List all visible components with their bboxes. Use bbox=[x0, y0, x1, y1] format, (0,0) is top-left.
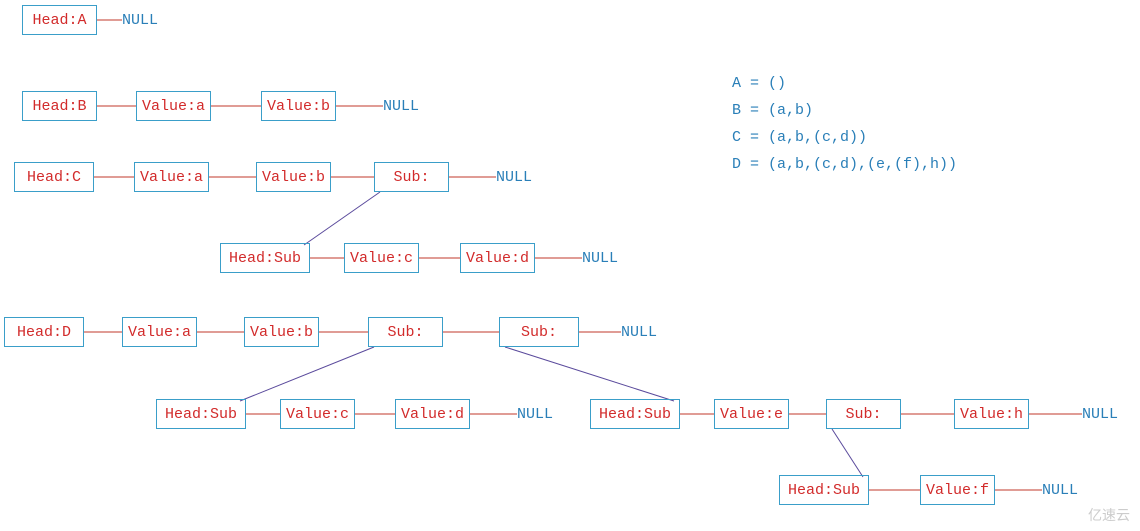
legend-line: C = (a,b,(c,d)) bbox=[732, 129, 867, 146]
null-label: NULL bbox=[1042, 482, 1078, 499]
node-label: Value:h bbox=[960, 406, 1023, 423]
node-label: Sub: bbox=[387, 324, 423, 341]
node-label: Head:Sub bbox=[788, 482, 860, 499]
edge-sub bbox=[832, 429, 863, 477]
node-A_head: Head:A bbox=[22, 5, 97, 35]
node-label: Sub: bbox=[845, 406, 881, 423]
legend-line: D = (a,b,(c,d),(e,(f),h)) bbox=[732, 156, 957, 173]
node-C_vd: Value:d bbox=[460, 243, 535, 273]
node-label: Head:A bbox=[32, 12, 86, 29]
edge-sub bbox=[240, 347, 374, 401]
node-C_va: Value:a bbox=[134, 162, 209, 192]
edge-sub bbox=[505, 347, 674, 401]
node-B_va: Value:a bbox=[136, 91, 211, 121]
node-D1_sh: Head:Sub bbox=[156, 399, 246, 429]
node-D2_sub: Sub: bbox=[826, 399, 901, 429]
node-D3_sh: Head:Sub bbox=[779, 475, 869, 505]
node-D1_vc: Value:c bbox=[280, 399, 355, 429]
node-D3_vf: Value:f bbox=[920, 475, 995, 505]
node-label: Value:e bbox=[720, 406, 783, 423]
node-C_vb: Value:b bbox=[256, 162, 331, 192]
null-label: NULL bbox=[1082, 406, 1118, 423]
node-C_sub: Sub: bbox=[374, 162, 449, 192]
node-label: Value:f bbox=[926, 482, 989, 499]
node-label: Value:a bbox=[142, 98, 205, 115]
node-D_vb: Value:b bbox=[244, 317, 319, 347]
node-label: Value:c bbox=[286, 406, 349, 423]
legend-line: B = (a,b) bbox=[732, 102, 813, 119]
node-label: Head:Sub bbox=[229, 250, 301, 267]
null-label: NULL bbox=[621, 324, 657, 341]
node-D1_vd: Value:d bbox=[395, 399, 470, 429]
node-label: Head:Sub bbox=[599, 406, 671, 423]
node-label: Head:C bbox=[27, 169, 81, 186]
node-label: Head:D bbox=[17, 324, 71, 341]
node-label: Value:d bbox=[401, 406, 464, 423]
node-label: Value:a bbox=[140, 169, 203, 186]
node-label: Head:Sub bbox=[165, 406, 237, 423]
node-label: Sub: bbox=[393, 169, 429, 186]
node-D_sub1: Sub: bbox=[368, 317, 443, 347]
null-label: NULL bbox=[383, 98, 419, 115]
node-B_head: Head:B bbox=[22, 91, 97, 121]
node-label: Value:d bbox=[466, 250, 529, 267]
node-label: Head:B bbox=[32, 98, 86, 115]
node-D2_sh: Head:Sub bbox=[590, 399, 680, 429]
watermark: 亿速云 bbox=[1088, 505, 1130, 525]
node-D_head: Head:D bbox=[4, 317, 84, 347]
node-label: Value:c bbox=[350, 250, 413, 267]
node-C_head: Head:C bbox=[14, 162, 94, 192]
null-label: NULL bbox=[517, 406, 553, 423]
null-label: NULL bbox=[122, 12, 158, 29]
node-D2_ve: Value:e bbox=[714, 399, 789, 429]
node-C_sh: Head:Sub bbox=[220, 243, 310, 273]
node-D2_vh: Value:h bbox=[954, 399, 1029, 429]
node-D_va: Value:a bbox=[122, 317, 197, 347]
null-label: NULL bbox=[496, 169, 532, 186]
node-label: Sub: bbox=[521, 324, 557, 341]
edge-sub bbox=[304, 192, 380, 245]
legend-line: A = () bbox=[732, 75, 786, 92]
node-D_sub2: Sub: bbox=[499, 317, 579, 347]
null-label: NULL bbox=[582, 250, 618, 267]
edge-layer bbox=[0, 0, 1140, 531]
node-C_vc: Value:c bbox=[344, 243, 419, 273]
node-label: Value:b bbox=[250, 324, 313, 341]
node-B_vb: Value:b bbox=[261, 91, 336, 121]
node-label: Value:b bbox=[267, 98, 330, 115]
node-label: Value:a bbox=[128, 324, 191, 341]
node-label: Value:b bbox=[262, 169, 325, 186]
